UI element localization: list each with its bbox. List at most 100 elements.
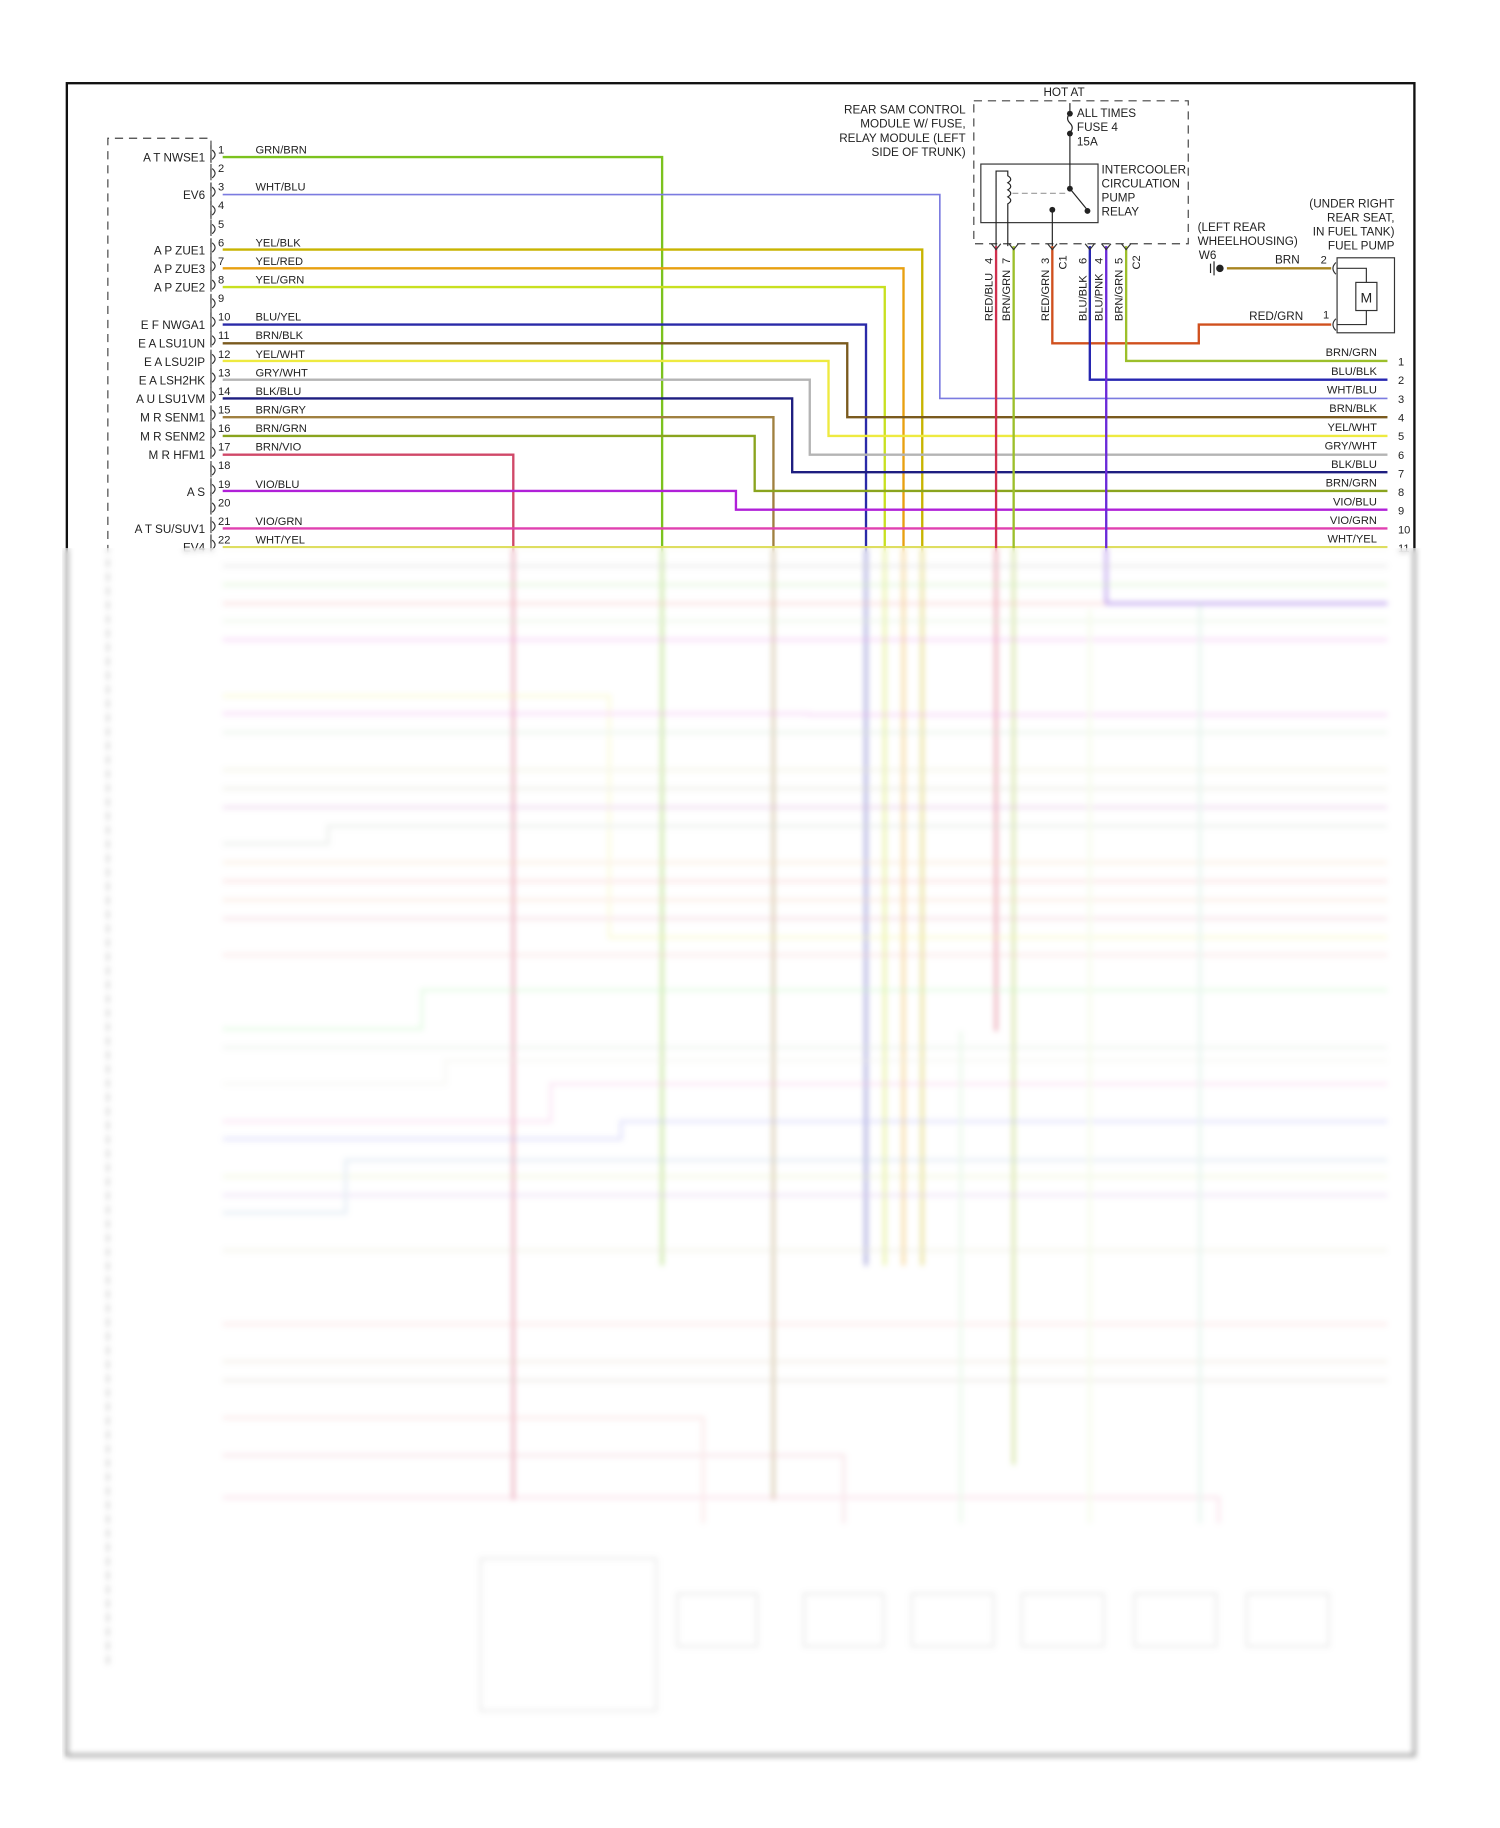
wire-color-label: WHT/BLU bbox=[256, 182, 306, 194]
relay-label: RELAY bbox=[1102, 206, 1140, 219]
wire-color-label: YEL/WHT bbox=[256, 349, 306, 361]
pin-function-label: M R HFM1 bbox=[149, 449, 206, 462]
fuel-pump-label: FUEL PUMP bbox=[1328, 240, 1395, 253]
wire-color-label: GRY/WHT bbox=[1325, 440, 1378, 452]
ecm-pin-18: 18 bbox=[210, 460, 230, 478]
ecm-pin-17: 17 M R HFM1 BRN/VIO bbox=[149, 442, 302, 462]
svg-text:RED/GRN: RED/GRN bbox=[1249, 310, 1303, 323]
pin-number: 12 bbox=[218, 349, 230, 361]
wire-color-label: VIO/BLU bbox=[256, 479, 300, 491]
pin-number: 4 bbox=[1398, 412, 1404, 424]
wire-color-label: BRN/GRY bbox=[256, 405, 307, 417]
wire-blu-blk bbox=[1088, 246, 1388, 381]
fuel-pump-label: REAR SEAT, bbox=[1327, 211, 1394, 224]
pin-number: 3 bbox=[1398, 394, 1404, 406]
pin-number: 5 bbox=[1398, 431, 1404, 443]
relay-label: INTERCOOLER bbox=[1102, 163, 1187, 176]
wire-color-label: YEL/RED bbox=[256, 256, 304, 268]
pin-number: 8 bbox=[218, 275, 224, 287]
pin-number: 9 bbox=[218, 293, 224, 305]
wire-color-label: BLU/BLK bbox=[1331, 366, 1377, 378]
ecm-pin-14: 14 A U LSU1VM BLK/BLU bbox=[136, 386, 301, 406]
ecm-pin-13: 13 E A LSH2HK GRY/WHT bbox=[139, 367, 308, 387]
pin-number: 3 bbox=[1040, 258, 1052, 264]
wire-color-label: VIO/GRN bbox=[256, 516, 303, 528]
wire-color-label: YEL/GRN bbox=[256, 275, 305, 287]
fuel-pump-label: (UNDER RIGHT bbox=[1309, 197, 1394, 210]
module-label: MODULE W/ FUSE, bbox=[860, 118, 965, 131]
pin-number: 5 bbox=[218, 219, 224, 231]
pin-number: 4 bbox=[1094, 258, 1106, 264]
ecm-pin-10: 10 E F NWGA1 BLU/YEL bbox=[141, 312, 302, 332]
fuel-pump-label: IN FUEL TANK) bbox=[1313, 226, 1395, 239]
module-label: REAR SAM CONTROL bbox=[844, 104, 966, 117]
pin-number: 6 bbox=[1077, 258, 1089, 264]
pin-number: 15 bbox=[218, 405, 230, 417]
wire-color-label: GRN/BRN bbox=[256, 145, 307, 157]
pin-function-label: E A LSH2HK bbox=[139, 375, 206, 388]
svg-text:2: 2 bbox=[1321, 255, 1327, 267]
pin-number: 11 bbox=[218, 330, 230, 342]
wire-color-label: BRN/GRN bbox=[1001, 270, 1013, 321]
wire-color-label: BLU/PNK bbox=[1094, 273, 1106, 321]
pin-number: 10 bbox=[218, 312, 230, 324]
ecm-pin-3: 3 EV6 WHT/BLU bbox=[183, 182, 306, 202]
pin-number: 7 bbox=[1001, 258, 1013, 264]
wire-color-label: BRN/VIO bbox=[256, 442, 302, 454]
pin-number: 9 bbox=[1398, 506, 1404, 518]
svg-text:1: 1 bbox=[1323, 310, 1329, 322]
wire-relay-red-grn bbox=[1051, 246, 1332, 345]
pin-number: 7 bbox=[1398, 468, 1404, 480]
pin-number: 13 bbox=[218, 367, 230, 379]
wire-color-label: WHT/BLU bbox=[1327, 384, 1377, 396]
pin-number: 10 bbox=[1398, 524, 1410, 536]
connector-id: C1 bbox=[1057, 255, 1069, 269]
ecm-pin-20: 20 bbox=[210, 497, 230, 515]
ecm-pin-7: 7 A P ZUE3 YEL/RED bbox=[154, 256, 303, 276]
fuse-label: FUSE 4 bbox=[1077, 121, 1118, 134]
wire-color-label: BLU/BLK bbox=[1077, 275, 1089, 321]
pin-function-label: A S bbox=[187, 486, 205, 499]
ecm-pin-19: 19 A S VIO/BLU bbox=[187, 479, 300, 499]
pin-function-label: A P ZUE1 bbox=[154, 245, 205, 258]
pin-number: 3 bbox=[218, 182, 224, 194]
wire-color-label: RED/GRN bbox=[1040, 270, 1052, 321]
pin-function-label: EV6 bbox=[183, 189, 205, 202]
pin-function-label: A T NWSE1 bbox=[143, 152, 205, 165]
pin-number: 18 bbox=[218, 460, 230, 472]
wire-wht-blu bbox=[222, 193, 1388, 400]
wire-brn-grn bbox=[222, 434, 1388, 493]
wire-yel-wht bbox=[222, 359, 1388, 438]
ecm-pin-1: 1 A T NWSE1 GRN/BRN bbox=[143, 145, 307, 165]
wire-brn-blk bbox=[222, 342, 1388, 419]
pin-function-label: A P ZUE3 bbox=[154, 263, 205, 276]
pin-number: 4 bbox=[984, 258, 996, 264]
wire-gry-wht bbox=[222, 378, 1388, 456]
pin-number: 22 bbox=[218, 535, 230, 547]
ecm-pin-8: 8 A P ZUE2 YEL/GRN bbox=[154, 275, 304, 295]
ecm-pin-12: 12 E A LSU2IP YEL/WHT bbox=[144, 349, 305, 369]
pin-function-label: E A LSU1UN bbox=[138, 337, 205, 350]
wire-blk-blu bbox=[222, 397, 1388, 474]
pin-number: 6 bbox=[1398, 450, 1404, 462]
pin-number: 21 bbox=[218, 516, 230, 528]
wire-color-label: BLK/BLU bbox=[256, 386, 302, 398]
wire-color-label: RED/BLU bbox=[984, 273, 996, 321]
pin-number: 2 bbox=[218, 163, 224, 175]
ecm-pin-21: 21 A T SU/SUV1 VIO/GRN bbox=[135, 516, 303, 536]
wire-color-label: BRN/GRN bbox=[1326, 347, 1377, 359]
right-connector: BRN/GRN 1 BLU/BLK 2 WHT/BLU 3 BRN/BLK 4 YEL/WHT 5… bbox=[1325, 347, 1411, 555]
pin-number: 16 bbox=[218, 423, 230, 435]
ecm-pin-2: 2 bbox=[210, 163, 224, 181]
ground-location-label: WHEELHOUSING) bbox=[1198, 235, 1298, 248]
wire-vio-blu bbox=[222, 489, 1388, 511]
fuse-label: 15A bbox=[1077, 135, 1098, 148]
wire-color-label: BRN/BLK bbox=[256, 330, 304, 342]
pin-number: 6 bbox=[218, 237, 224, 249]
wire-relay-brn-grn-2 bbox=[1124, 246, 1388, 363]
pin-function-label: A T SU/SUV1 bbox=[135, 523, 205, 536]
blurred-locked-content-overlay bbox=[62, 548, 1422, 1763]
